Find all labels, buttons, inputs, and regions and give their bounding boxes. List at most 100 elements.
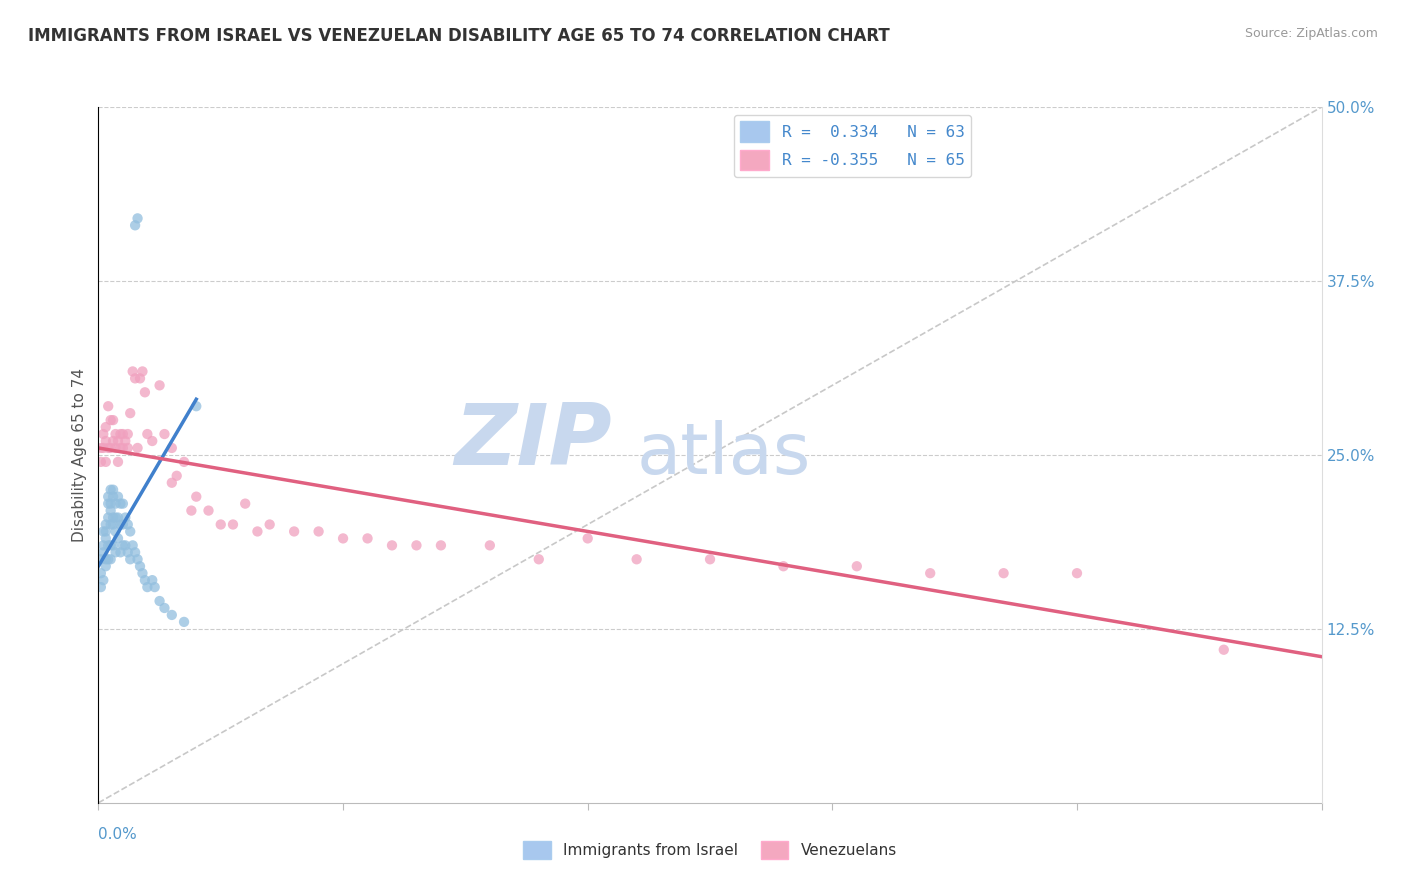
Point [160, 441, 183, 455]
Point [772, 559, 794, 574]
Point [110, 497, 132, 511]
Point [186, 399, 208, 413]
Point [101, 538, 124, 552]
Point [209, 517, 232, 532]
Point [90, 455, 112, 469]
Point [91, 538, 114, 552]
Point [104, 497, 127, 511]
Point [94, 524, 117, 539]
Point [91, 545, 114, 559]
Point [124, 371, 146, 385]
Point [283, 524, 305, 539]
Point [100, 413, 122, 427]
Point [141, 434, 163, 448]
Point [124, 545, 146, 559]
Point [101, 490, 124, 504]
Point [90, 552, 112, 566]
Point [97, 441, 120, 455]
Point [699, 552, 721, 566]
Point [100, 517, 122, 532]
Point [111, 538, 134, 552]
Point [104, 545, 127, 559]
Point [101, 510, 124, 524]
Point [91, 427, 114, 442]
Point [110, 545, 132, 559]
Point [430, 538, 453, 552]
Point [104, 524, 127, 539]
Point [1066, 566, 1088, 581]
Point [143, 580, 166, 594]
Point [97, 490, 120, 504]
Point [129, 371, 152, 385]
Point [131, 566, 153, 581]
Text: IMMIGRANTS FROM ISRAEL VS VENEZUELAN DISABILITY AGE 65 TO 74 CORRELATION CHART: IMMIGRANTS FROM ISRAEL VS VENEZUELAN DIS… [28, 27, 890, 45]
Point [114, 510, 136, 524]
Point [356, 532, 378, 546]
Point [127, 441, 149, 455]
Point [197, 503, 219, 517]
Point [94, 434, 117, 448]
Point [100, 552, 122, 566]
Point [136, 580, 159, 594]
Point [478, 538, 501, 552]
Point [136, 427, 159, 442]
Text: Source: ZipAtlas.com: Source: ZipAtlas.com [1244, 27, 1378, 40]
Point [94, 532, 117, 546]
Point [101, 413, 124, 427]
Point [94, 559, 117, 574]
Point [110, 517, 132, 532]
Text: atlas: atlas [637, 420, 811, 490]
Point [121, 364, 143, 378]
Point [100, 497, 122, 511]
Point [114, 538, 136, 552]
Point [91, 524, 114, 539]
Point [100, 441, 122, 455]
Point [173, 455, 195, 469]
Point [91, 441, 114, 455]
Point [117, 517, 139, 532]
Point [160, 475, 183, 490]
Point [141, 573, 163, 587]
Point [101, 517, 124, 532]
Point [107, 455, 129, 469]
Point [120, 524, 142, 539]
Point [94, 420, 117, 434]
Point [153, 601, 176, 615]
Point [120, 406, 142, 420]
Point [127, 211, 149, 226]
Point [107, 510, 129, 524]
Text: 0.0%: 0.0% [98, 827, 138, 842]
Point [117, 427, 139, 442]
Point [993, 566, 1015, 581]
Point [527, 552, 550, 566]
Point [111, 427, 134, 442]
Point [104, 441, 127, 455]
Point [308, 524, 330, 539]
Point [222, 517, 245, 532]
Point [101, 434, 124, 448]
Point [134, 385, 156, 400]
Point [111, 497, 134, 511]
Point [845, 559, 868, 574]
Point [131, 364, 153, 378]
Point [259, 517, 281, 532]
Point [97, 538, 120, 552]
Point [94, 552, 117, 566]
Point [129, 559, 152, 574]
Point [153, 427, 176, 442]
Point [121, 538, 143, 552]
Point [107, 434, 129, 448]
Point [100, 483, 122, 497]
Point [180, 503, 202, 517]
Point [1212, 642, 1234, 657]
Point [160, 607, 183, 622]
Point [101, 483, 124, 497]
Point [120, 552, 142, 566]
Point [97, 497, 120, 511]
Point [149, 594, 172, 608]
Point [233, 497, 256, 511]
Point [166, 468, 188, 483]
Point [94, 455, 117, 469]
Point [381, 538, 404, 552]
Point [94, 517, 117, 532]
